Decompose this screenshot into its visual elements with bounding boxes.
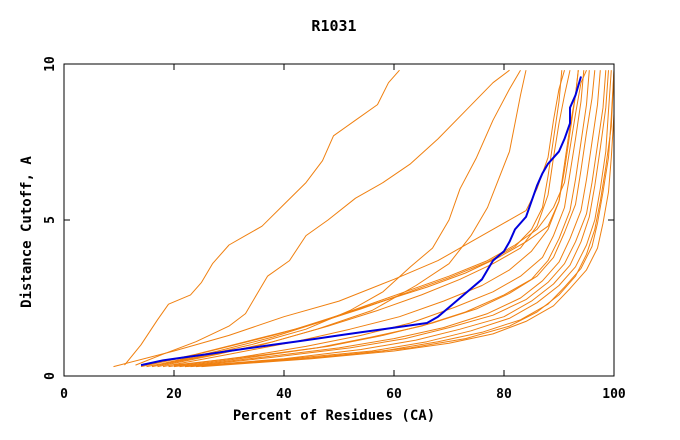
y-axis-label: Distance Cutoff, A	[19, 156, 35, 308]
x-tick-label: 0	[60, 387, 68, 402]
series-line-7	[162, 70, 579, 368]
series-line-8	[168, 70, 585, 368]
series-line-highlight	[140, 76, 582, 367]
ticks-layer: 0 20 40 60 80 100 0 5 10	[43, 56, 626, 402]
x-tick-label: 80	[496, 387, 512, 402]
x-tick-label: 20	[166, 387, 182, 402]
y-tick-label: 5	[43, 216, 58, 224]
series-line-6	[157, 70, 571, 368]
chart-title: R1031	[311, 17, 356, 35]
series-line-16	[201, 70, 615, 368]
y-tick-label: 0	[43, 372, 58, 380]
series-line-1	[124, 69, 400, 366]
x-tick-label: 60	[386, 387, 402, 402]
series-line-20	[140, 70, 563, 368]
series-line-19	[146, 70, 579, 366]
plot-frame	[63, 63, 615, 377]
x-tick-label: 40	[276, 387, 292, 402]
series-line-12	[184, 70, 607, 368]
series-line-2	[135, 69, 510, 366]
x-tick-label: 100	[602, 387, 626, 402]
series-line-3	[146, 69, 521, 368]
series-line-13	[184, 70, 609, 368]
series-line-14	[190, 70, 612, 368]
series-line-15	[195, 70, 615, 368]
x-axis-label: Percent of Residues (CA)	[233, 408, 435, 424]
series-line-17	[206, 70, 615, 366]
series-line-9	[173, 70, 590, 368]
series-layer	[113, 69, 615, 368]
series-line-5	[113, 70, 565, 368]
series-line-11	[179, 70, 601, 368]
series-line-10	[173, 70, 596, 366]
y-tick-label: 10	[43, 56, 58, 72]
